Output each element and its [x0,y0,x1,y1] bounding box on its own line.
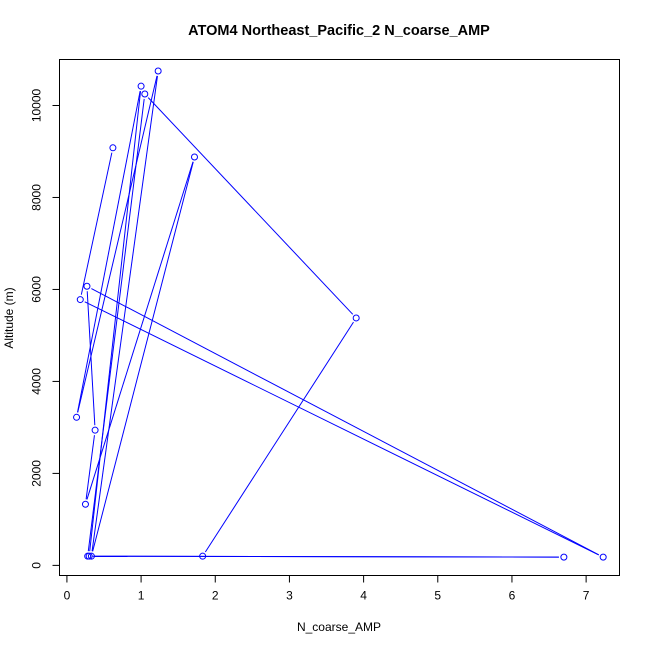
x-tick-label: 7 [583,589,590,603]
series-segment [77,75,158,413]
data-point [137,82,145,90]
series-segment [92,161,194,552]
chart-title: ATOM4 Northeast_Pacific_2 N_coarse_AMP [188,23,490,39]
x-tick-label: 0 [64,589,71,603]
series-segment [89,91,142,552]
series-layer [73,67,607,561]
y-tick-label: 0 [30,562,44,569]
x-tick-label: 5 [434,589,441,603]
series-segment [85,435,95,500]
data-point [87,552,95,560]
data-point [599,553,607,561]
x-tick-label: 1 [138,589,145,603]
x-tick-label: 6 [509,589,516,603]
data-point [199,552,207,560]
data-point [73,413,81,421]
x-axis: 0 1 2 3 4 5 6 7 [64,575,590,603]
x-axis-label: N_coarse_AMP [297,620,381,634]
series-segment [86,161,194,500]
x-tick-label: 2 [212,589,219,603]
y-tick-label: 2000 [30,460,44,487]
x-tick-label: 3 [286,589,293,603]
data-point [560,553,568,561]
series-segment [147,97,354,315]
y-tick-label: 6000 [30,276,44,303]
y-axis-label: Altitude (m) [2,287,16,348]
x-tick-label: 4 [360,589,367,603]
data-point [85,552,93,560]
y-tick-label: 10000 [30,88,44,122]
data-point [141,90,149,98]
data-point [76,296,84,304]
series-segment [80,152,113,295]
series-segment [204,321,354,553]
y-axis: 0 2000 4000 6000 8000 10000 [30,88,60,569]
series-segment [91,288,599,556]
series-segment [84,301,599,556]
data-point [190,153,198,161]
data-point [109,144,117,152]
data-point [81,500,89,508]
data-point [91,426,99,434]
data-point [352,314,360,322]
data-point [154,67,162,75]
series-segment [77,90,141,413]
data-point [83,282,91,290]
series-segment [94,555,559,558]
series-segment [86,291,96,426]
y-tick-label: 4000 [30,368,44,395]
series-segment [91,75,158,552]
plot-frame [59,59,620,576]
y-tick-label: 8000 [30,184,44,211]
